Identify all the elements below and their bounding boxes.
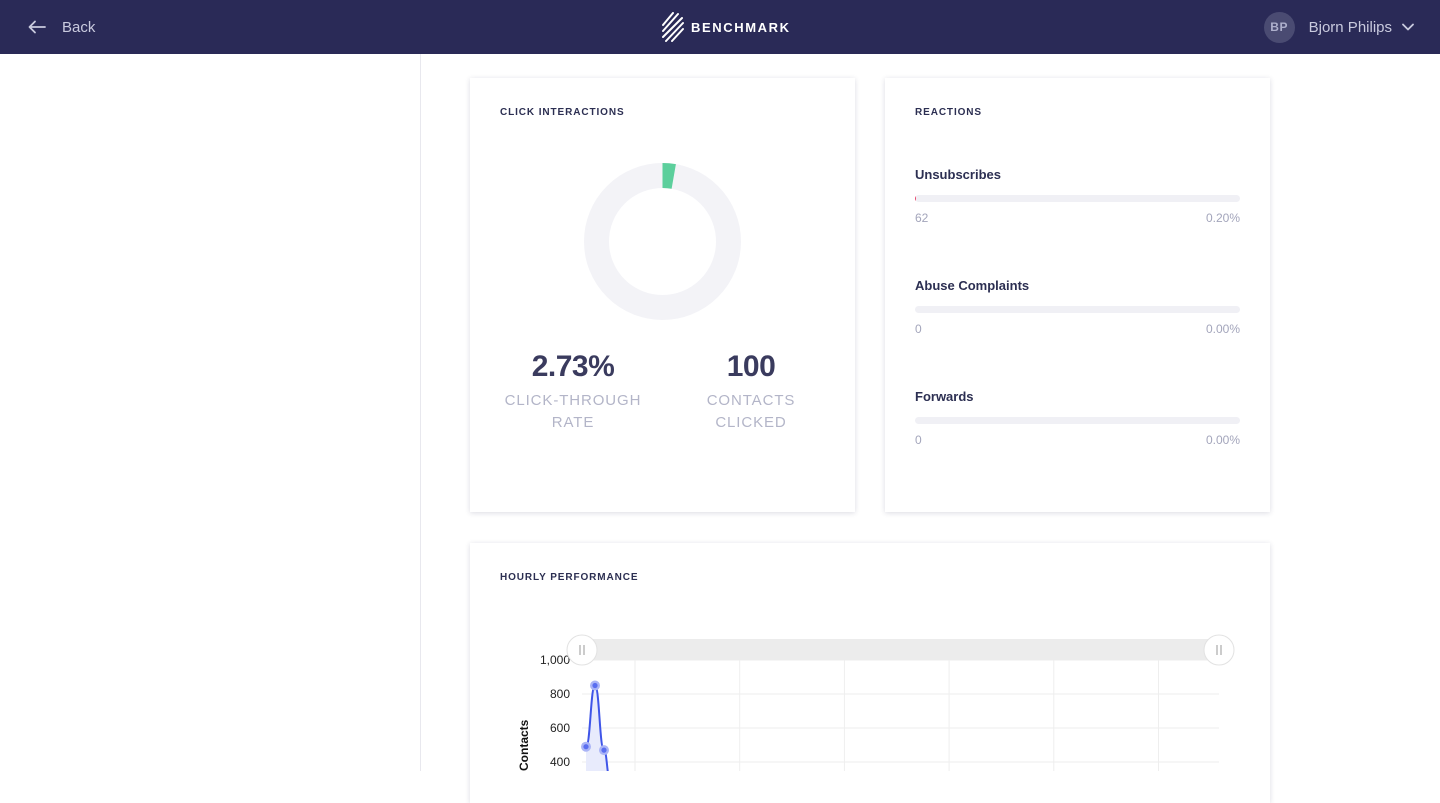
reaction-count: 0 [915, 433, 922, 447]
reaction-count: 0 [915, 322, 922, 336]
reaction-forwards: Forwards 0 0.00% [915, 389, 1240, 447]
donut-track [584, 163, 741, 320]
range-handle-left[interactable] [566, 634, 598, 666]
data-point [583, 744, 589, 750]
reaction-bar [915, 417, 1240, 424]
range-selector-bar[interactable] [582, 639, 1219, 660]
reaction-label: Unsubscribes [915, 167, 1001, 182]
reaction-percent: 0.00% [1205, 433, 1240, 447]
range-handle-right[interactable] [1203, 634, 1235, 666]
back-label: Back [62, 18, 96, 36]
contacts-clicked-value: 100 [726, 350, 776, 383]
y-tick-label: 1,000 [540, 653, 570, 667]
reaction-percent: 0.00% [1205, 322, 1240, 336]
logo-text: BENCHMARK [691, 19, 791, 35]
y-tick-label: 400 [550, 755, 570, 769]
series-line [585, 684, 609, 771]
hourly-performance-title: HOURLY PERFORMANCE [500, 572, 639, 583]
hourly-performance-card: HOURLY PERFORMANCE 1,000 800 600 400 Contac… [470, 543, 1270, 803]
y-axis-title: Contacts [517, 719, 531, 771]
contacts-clicked-label-line1: CONTACTS [706, 392, 796, 409]
hourly-performance-chart: 1,000 800 600 400 Contacts [517, 634, 1235, 771]
reactions-card: REACTIONS Unsubscribes 62 0.20% Abuse Co… [885, 78, 1270, 512]
contacts-clicked-label-line2: CLICKED [715, 414, 787, 431]
reaction-bar [915, 195, 1240, 202]
top-navigation-bar: Back BENCHMARK BP Bjorn Philips [0, 0, 1440, 54]
click-through-donut [584, 163, 741, 320]
reaction-unsubscribes: Unsubscribes 62 0.20% [915, 167, 1240, 225]
sidebar-divider [420, 54, 421, 771]
reaction-abuse-complaints: Abuse Complaints 0 0.00% [915, 278, 1240, 336]
reaction-bar [915, 306, 1240, 313]
reaction-footer: 0 0.00% [915, 433, 1240, 447]
back-link[interactable]: Back [28, 15, 95, 39]
click-through-rate-label: CLICK-THROUGH RATE [498, 390, 648, 434]
click-through-rate-label-line1: CLICK-THROUGH [504, 392, 642, 409]
contacts-clicked-label: CONTACTS CLICKED [676, 390, 826, 434]
user-name: Bjorn Philips [1308, 18, 1392, 36]
reaction-count: 62 [915, 211, 929, 225]
user-menu[interactable]: BP Bjorn Philips [1263, 11, 1414, 43]
y-tick-label: 800 [550, 687, 570, 701]
click-through-rate-value: 2.73% [531, 350, 615, 383]
click-through-rate-stat: 2.73% CLICK-THROUGH RATE [498, 350, 648, 434]
reaction-footer: 0 0.00% [915, 322, 1240, 336]
click-interactions-title: CLICK INTERACTIONS [500, 107, 625, 118]
benchmark-logo-icon [662, 12, 684, 42]
reaction-footer: 62 0.20% [915, 211, 1240, 225]
benchmark-logo[interactable]: BENCHMARK [661, 11, 791, 43]
reaction-bar-fill [915, 195, 917, 202]
reaction-percent: 0.20% [1205, 211, 1240, 225]
y-tick-label: 600 [550, 721, 570, 735]
click-through-rate-label-line2: RATE [551, 414, 595, 431]
click-interactions-card: CLICK INTERACTIONS 2.73% CLICK-THROUGH R… [470, 78, 855, 512]
data-point [601, 747, 607, 753]
avatar: BP [1263, 11, 1295, 43]
reaction-label: Abuse Complaints [915, 278, 1030, 293]
reaction-label: Forwards [915, 389, 974, 404]
donut-arc [662, 163, 676, 189]
arrow-left-icon [28, 20, 46, 34]
chevron-down-icon [1402, 23, 1414, 31]
contacts-clicked-stat: 100 CONTACTS CLICKED [676, 350, 826, 434]
data-point [592, 682, 598, 689]
reactions-title: REACTIONS [915, 107, 982, 118]
